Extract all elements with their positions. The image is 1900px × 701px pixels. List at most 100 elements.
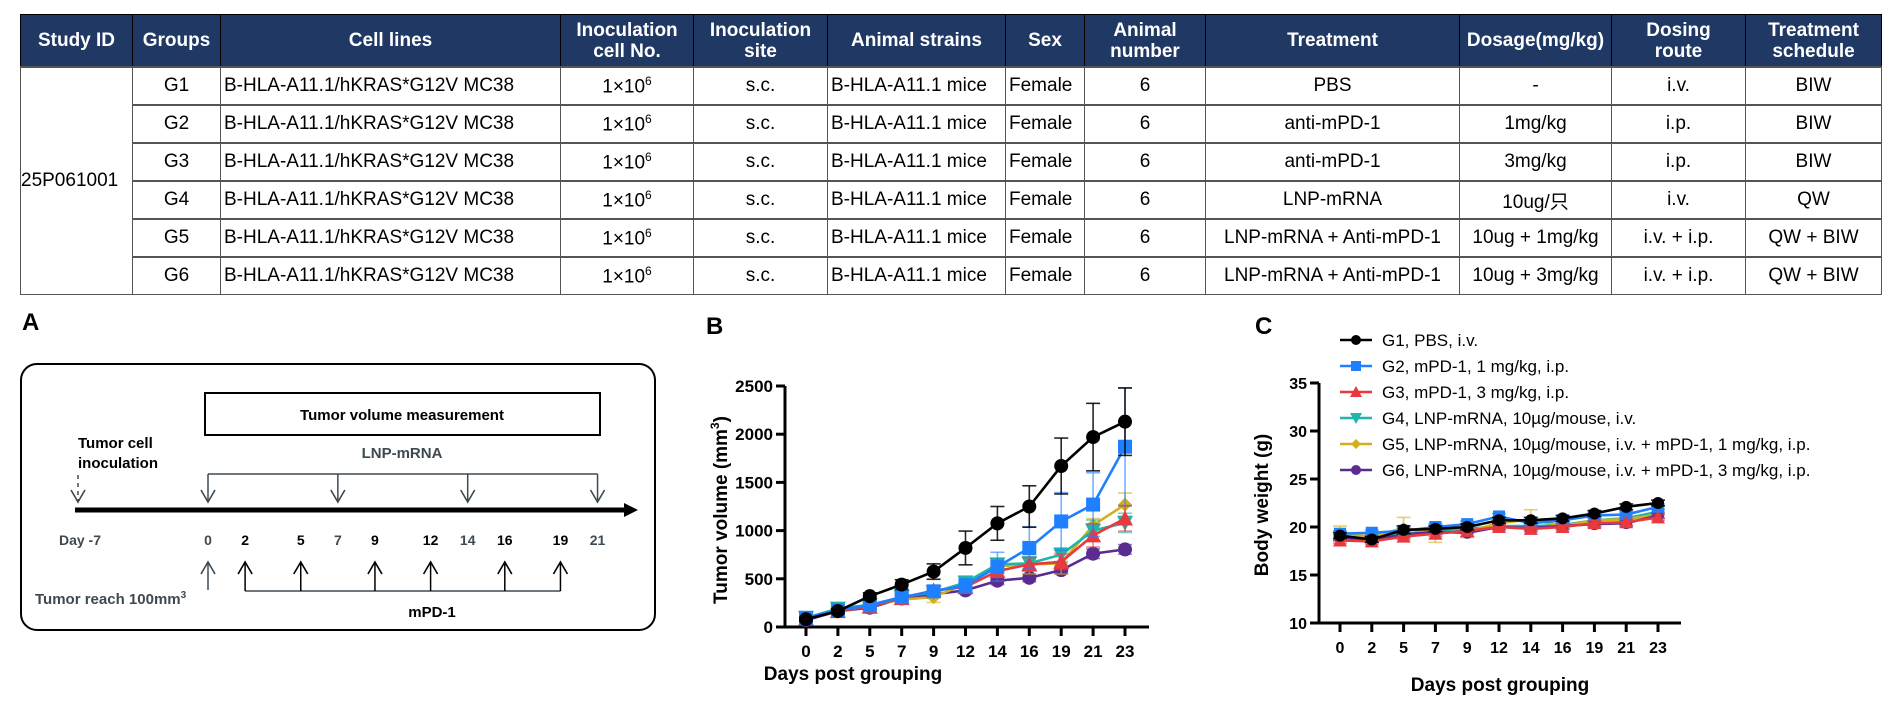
- column-header: Dosage(mg/kg): [1459, 14, 1612, 68]
- animal-number-cell: 6: [1084, 180, 1206, 220]
- animal-strain-cell: B-HLA-A11.1 mice: [827, 256, 1006, 295]
- day-label: 14: [460, 532, 476, 548]
- animal-number-cell: 6: [1084, 218, 1206, 258]
- day-label: 2: [241, 532, 249, 548]
- x-tick-label: 19: [1052, 642, 1071, 661]
- treatment-schedule-cell: BIW: [1745, 142, 1882, 182]
- column-header-text: cell No.: [593, 40, 661, 62]
- day-label: 12: [423, 532, 439, 548]
- cell-line-cell: B-HLA-A11.1/hKRAS*G12V MC38: [220, 218, 561, 258]
- data-point: [926, 564, 941, 579]
- legend-item: G1, PBS, i.v.: [1340, 331, 1478, 350]
- cell-line-cell: B-HLA-A11.1/hKRAS*G12V MC38: [220, 142, 561, 182]
- data-point: [1022, 540, 1037, 555]
- x-tick-label: 23: [1116, 642, 1135, 661]
- data-point: [1054, 514, 1069, 529]
- data-point: [1396, 529, 1411, 543]
- data-point: [894, 590, 909, 605]
- x-tick-label: 7: [897, 642, 906, 661]
- column-header-text: Cell lines: [348, 30, 433, 51]
- data-point: [1555, 520, 1570, 533]
- dosage-cell: 10ug + 1mg/kg: [1459, 218, 1612, 258]
- inoculation-arrow-icon: [70, 489, 86, 504]
- data-point: [1651, 510, 1665, 524]
- treatment-schedule-cell: QW + BIW: [1745, 256, 1882, 295]
- cell-number-base: 1×10: [602, 76, 646, 98]
- treatment-schedule-cell: QW + BIW: [1745, 218, 1882, 258]
- dosage-cell: 10ug + 3mg/kg: [1459, 256, 1612, 295]
- column-header: Animal strains: [827, 14, 1006, 68]
- data-point: [1086, 546, 1101, 561]
- y-tick-label: 30: [1289, 424, 1307, 441]
- inoculation-site-cell: s.c.: [693, 256, 828, 295]
- x-tick-label: 12: [1490, 640, 1508, 657]
- column-header-text: Sex: [1028, 30, 1062, 51]
- data-point: [990, 559, 1005, 574]
- cell-number-base: 1×10: [602, 114, 646, 136]
- legend-marker: [1350, 413, 1362, 424]
- cell-number-cell: 1×106: [560, 104, 694, 144]
- data-point: [1334, 529, 1346, 542]
- data-point: [1086, 497, 1101, 512]
- dosing-route-cell: i.v. + i.p.: [1611, 218, 1746, 258]
- data-point: [1397, 523, 1410, 536]
- data-point: [894, 577, 909, 592]
- data-point: [830, 604, 845, 619]
- tumor-reach-label: Tumor reach 100mm3: [35, 590, 187, 608]
- inoculation-site-cell: s.c.: [693, 142, 828, 182]
- group-cell: G3: [132, 142, 221, 182]
- lnp-dose-arrow-icon: [330, 489, 346, 504]
- x-tick-label: 21: [1084, 642, 1103, 661]
- column-header: Inoculation cell No.: [560, 14, 694, 68]
- treatment-cell: anti-mPD-1: [1205, 104, 1460, 144]
- dosage-cell: -: [1459, 66, 1612, 106]
- dosage-cell: 1mg/kg: [1459, 104, 1612, 144]
- treatment-schedule-cell: BIW: [1745, 104, 1882, 144]
- series-g1: [799, 387, 1132, 627]
- x-tick-label: 2: [1367, 640, 1376, 657]
- inoculation-label-line1: Tumor cell: [78, 435, 153, 452]
- sex-cell: Female: [1005, 218, 1085, 258]
- measurement-label: Tumor volume measurement: [300, 407, 504, 424]
- column-header: Sex: [1005, 14, 1085, 68]
- data-point: [1117, 510, 1133, 526]
- cell-number-exponent: 6: [645, 149, 652, 164]
- day-label: 21: [590, 532, 606, 548]
- y-tick-label: 35: [1289, 376, 1307, 393]
- animal-number-cell: 6: [1084, 142, 1206, 182]
- cell-number-exponent: 6: [645, 263, 652, 278]
- cell-number-exponent: 6: [645, 111, 652, 126]
- legend-marker: [1350, 386, 1362, 397]
- x-tick-label: 19: [1586, 640, 1604, 657]
- x-tick-label: 14: [1522, 640, 1540, 657]
- column-header-text: Dosing: [1646, 19, 1711, 41]
- chart-b-ylabel: Tumor volume (mm3): [708, 416, 732, 604]
- x-tick-label: 9: [929, 642, 938, 661]
- inoculation-site-cell: s.c.: [693, 180, 828, 220]
- mpd1-dose-arrow-icon: [367, 560, 383, 575]
- y-tick-label: 20: [1289, 520, 1307, 537]
- data-point: [1523, 521, 1538, 535]
- animal-number-cell: 6: [1084, 66, 1206, 106]
- panel-label-b: B: [706, 313, 724, 340]
- column-header-text: Animal strains: [851, 30, 982, 51]
- column-header-text: schedule: [1772, 40, 1855, 62]
- cell-number-base: 1×10: [602, 228, 646, 250]
- treatment-cell: PBS: [1205, 66, 1460, 106]
- animal-strain-cell: B-HLA-A11.1 mice: [827, 104, 1006, 144]
- inoculation-label-line2: inoculation: [78, 455, 158, 472]
- x-tick-label: 0: [1336, 640, 1345, 657]
- data-point: [1054, 459, 1069, 474]
- lnp-dose-arrow-icon: [200, 489, 216, 504]
- data-point: [1118, 414, 1132, 429]
- mpd1-label: mPD-1: [408, 604, 456, 621]
- cell-number-base: 1×10: [602, 266, 646, 288]
- y-tick-label: 2000: [735, 425, 773, 444]
- series-g1: [1333, 497, 1665, 546]
- cell-number-cell: 1×106: [560, 142, 694, 182]
- x-tick-label: 12: [956, 642, 975, 661]
- x-tick-label: 0: [801, 642, 810, 661]
- column-header-text: Inoculation: [709, 19, 812, 41]
- group-cell: G4: [132, 180, 221, 220]
- y-tick-label: 1500: [735, 473, 773, 492]
